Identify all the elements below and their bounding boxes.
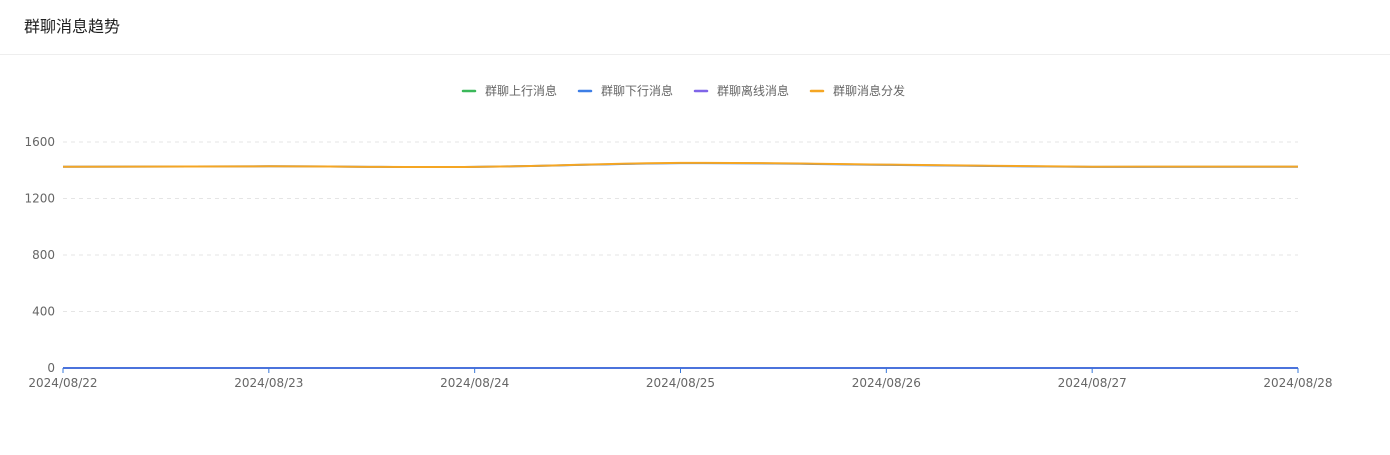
legend-label: 群聊消息分发 bbox=[833, 83, 905, 98]
y-tick-label: 0 bbox=[47, 361, 55, 375]
x-tick-label: 2024/08/23 bbox=[234, 376, 303, 390]
x-tick-label: 2024/08/28 bbox=[1263, 376, 1332, 390]
y-tick-label: 800 bbox=[32, 248, 55, 262]
y-tick-label: 1200 bbox=[24, 192, 55, 206]
grid-layer bbox=[63, 141, 1298, 312]
legend: 群聊上行消息 群聊下行消息 群聊离线消息 群聊消息分发 bbox=[461, 83, 905, 98]
legend-item-3[interactable]: 群聊离线消息 bbox=[693, 83, 789, 98]
legend-label: 群聊离线消息 bbox=[717, 83, 789, 98]
legend-item-4[interactable]: 群聊消息分发 bbox=[809, 83, 905, 98]
axis-layer: 0 400 800 1200 1600 2024/08/22 2024/08/23 2024/… bbox=[24, 135, 1332, 390]
legend-label: 群聊下行消息 bbox=[601, 83, 673, 98]
x-tick-label: 2024/08/25 bbox=[646, 376, 715, 390]
x-tick-label: 2024/08/22 bbox=[28, 376, 97, 390]
x-tick-label: 2024/08/27 bbox=[1058, 376, 1127, 390]
legend-item-1[interactable]: 群聊上行消息 bbox=[461, 83, 557, 98]
y-tick-label: 1600 bbox=[24, 135, 55, 149]
x-tick-label: 2024/08/24 bbox=[440, 376, 509, 390]
card-header: 群聊消息趋势 bbox=[0, 0, 1390, 55]
y-tick-label: 400 bbox=[32, 305, 55, 319]
x-tick-label: 2024/08/26 bbox=[852, 376, 921, 390]
card-title: 群聊消息趋势 bbox=[24, 17, 121, 36]
series-line-4 bbox=[62, 161, 1299, 169]
series-layer bbox=[62, 161, 1299, 370]
legend-item-2[interactable]: 群聊下行消息 bbox=[577, 83, 673, 98]
legend-label: 群聊上行消息 bbox=[485, 83, 557, 98]
